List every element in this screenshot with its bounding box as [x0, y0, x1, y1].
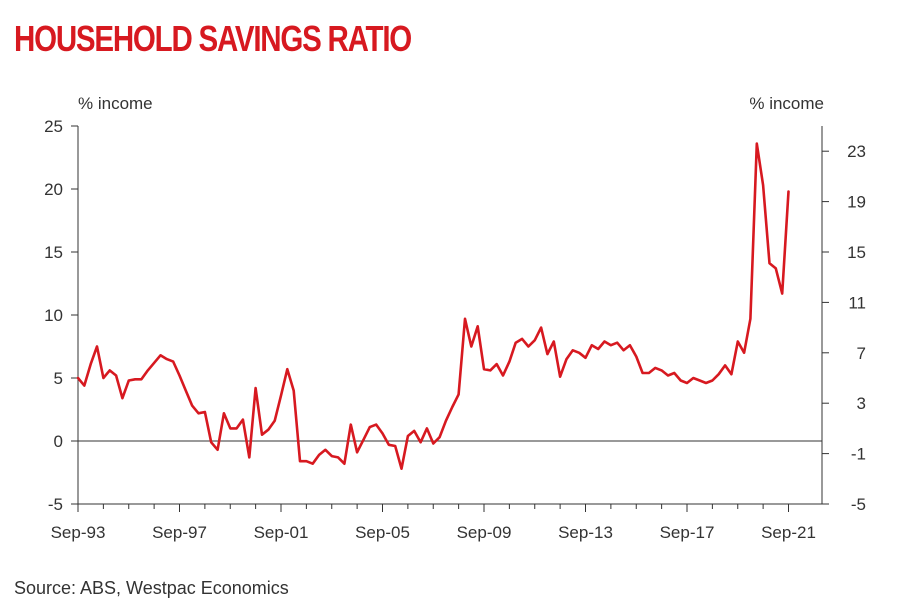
right-tick-label: 11	[848, 293, 866, 312]
x-tick-label: Sep-21	[761, 523, 816, 542]
right-tick-label: 23	[847, 142, 866, 161]
left-tick-label: 5	[54, 369, 63, 388]
left-tick-label: 15	[44, 243, 63, 262]
x-tick-label: Sep-13	[558, 523, 613, 542]
x-tick-label: Sep-93	[51, 523, 106, 542]
x-tick-label: Sep-09	[457, 523, 512, 542]
x-tick-label: Sep-97	[152, 523, 207, 542]
right-tick-label: 15	[847, 243, 866, 262]
chart-title: HOUSEHOLD SAVINGS RATIO	[14, 18, 412, 59]
left-tick-label: 0	[54, 432, 63, 451]
right-tick-label: -1	[851, 445, 866, 464]
right-tick-label: 19	[847, 193, 866, 212]
left-axis-unit-label: % income	[78, 94, 153, 113]
series-layer	[76, 142, 790, 471]
right-tick-label: 3	[857, 394, 866, 413]
right-tick-label: 7	[857, 344, 866, 363]
left-tick-label: -5	[48, 495, 63, 514]
right-tick-label: -5	[851, 495, 866, 514]
left-tick-label: 20	[44, 180, 63, 199]
left-tick-label: 10	[44, 306, 63, 325]
savings-ratio-line	[76, 142, 790, 471]
x-tick-label: Sep-01	[254, 523, 309, 542]
left-tick-label: 25	[44, 117, 63, 136]
x-tick-label: Sep-05	[355, 523, 410, 542]
chart-axes: 25 20 15 10 5 0 -5 23 19 15 11 7 3 -1 -5 Sep-93 Sep-97 Se…	[44, 117, 866, 542]
x-tick-label: Sep-17	[660, 523, 715, 542]
right-axis-unit-label: % income	[749, 94, 824, 113]
source-note: Source: ABS, Westpac Economics	[14, 578, 289, 598]
